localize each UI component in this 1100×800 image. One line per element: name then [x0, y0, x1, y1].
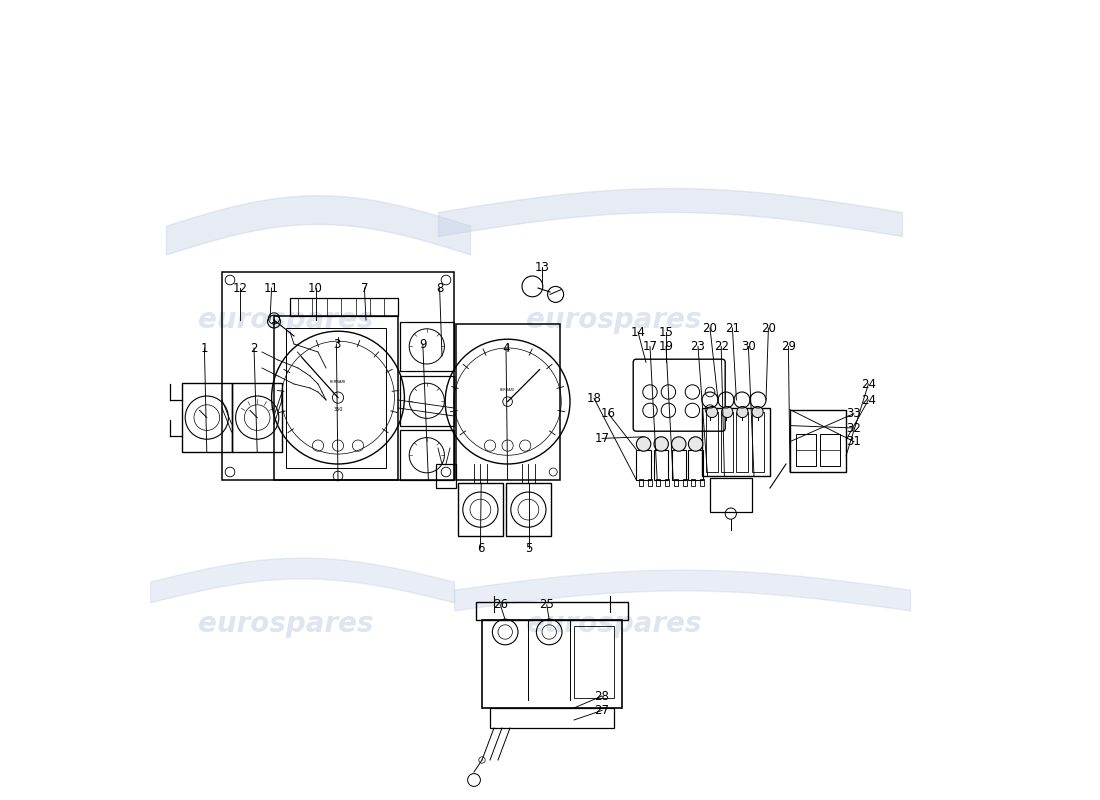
Text: 5: 5: [526, 542, 532, 554]
Text: 18: 18: [586, 392, 602, 405]
Text: 15: 15: [659, 326, 673, 338]
Bar: [475, 602, 628, 620]
Bar: [399, 430, 454, 480]
Bar: [674, 479, 678, 486]
Bar: [437, 464, 456, 488]
Text: 26: 26: [493, 598, 508, 611]
Bar: [399, 376, 454, 426]
Text: 29: 29: [781, 340, 796, 353]
Bar: [702, 408, 770, 476]
Bar: [710, 478, 751, 512]
Bar: [796, 434, 816, 466]
Text: 23: 23: [691, 340, 705, 353]
Bar: [666, 479, 669, 486]
Circle shape: [654, 437, 669, 451]
Bar: [482, 620, 622, 708]
Bar: [458, 483, 503, 536]
Circle shape: [737, 406, 748, 418]
Text: 13: 13: [535, 261, 549, 274]
Bar: [506, 483, 551, 536]
Text: 22: 22: [714, 340, 728, 353]
Text: FERRARI: FERRARI: [500, 387, 515, 391]
Bar: [574, 626, 614, 698]
Bar: [637, 450, 651, 480]
Text: 25: 25: [539, 598, 554, 611]
Text: 20: 20: [703, 322, 717, 334]
Text: 4: 4: [503, 342, 509, 354]
Bar: [286, 328, 386, 468]
Bar: [654, 450, 669, 480]
Bar: [274, 316, 398, 480]
Text: 32: 32: [847, 422, 861, 434]
Bar: [790, 410, 846, 472]
Text: 19: 19: [659, 340, 673, 353]
Circle shape: [672, 437, 686, 451]
Bar: [648, 479, 651, 486]
Text: 24: 24: [861, 378, 876, 390]
Text: 14: 14: [630, 326, 646, 338]
Text: 12: 12: [233, 282, 248, 294]
Circle shape: [752, 406, 763, 418]
Text: 27: 27: [594, 704, 609, 717]
Bar: [455, 324, 560, 480]
Text: 11: 11: [264, 282, 279, 294]
Text: 30: 30: [741, 340, 756, 353]
Text: 28: 28: [595, 690, 609, 702]
Bar: [683, 479, 686, 486]
Text: 7: 7: [361, 282, 368, 294]
Text: 1: 1: [200, 342, 208, 354]
Text: 33: 33: [847, 407, 861, 420]
Text: 20: 20: [761, 322, 776, 334]
Text: 17: 17: [594, 432, 609, 445]
Bar: [490, 708, 614, 728]
Text: 31: 31: [847, 435, 861, 448]
Text: 2: 2: [251, 342, 257, 354]
Bar: [639, 479, 642, 486]
Bar: [736, 412, 748, 472]
Text: 24: 24: [861, 394, 876, 406]
Bar: [689, 450, 703, 480]
Bar: [821, 434, 840, 466]
Text: eurospares: eurospares: [198, 610, 374, 638]
Circle shape: [637, 437, 651, 451]
Bar: [222, 272, 454, 480]
Text: 9: 9: [419, 338, 427, 350]
Bar: [672, 450, 686, 480]
Text: 350: 350: [333, 407, 343, 412]
Bar: [722, 412, 734, 472]
Bar: [399, 322, 454, 371]
Bar: [232, 383, 282, 452]
Text: 8: 8: [436, 282, 443, 294]
Text: FERRARI: FERRARI: [330, 379, 346, 383]
Text: 10: 10: [308, 282, 323, 294]
Text: 3: 3: [332, 338, 340, 350]
Bar: [182, 383, 232, 452]
Circle shape: [689, 437, 703, 451]
Circle shape: [722, 406, 733, 418]
Text: 17: 17: [642, 340, 658, 353]
Bar: [706, 412, 718, 472]
Text: 6: 6: [476, 542, 484, 554]
Text: 16: 16: [601, 407, 616, 420]
Text: eurospares: eurospares: [526, 610, 702, 638]
Bar: [657, 479, 660, 486]
Text: 21: 21: [725, 322, 740, 334]
Circle shape: [706, 406, 717, 418]
Text: eurospares: eurospares: [198, 306, 374, 334]
Bar: [700, 479, 704, 486]
Bar: [290, 298, 398, 316]
Text: eurospares: eurospares: [526, 306, 702, 334]
Bar: [691, 479, 695, 486]
Bar: [751, 412, 763, 472]
